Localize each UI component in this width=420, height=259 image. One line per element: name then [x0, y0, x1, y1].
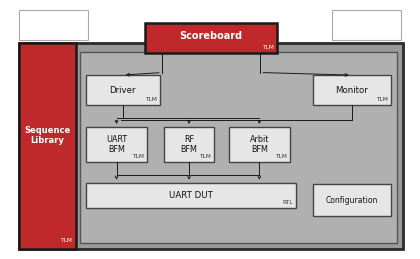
Bar: [19, 43, 403, 249]
Text: TLM: TLM: [200, 154, 211, 159]
Bar: [164, 127, 214, 162]
Bar: [86, 75, 160, 105]
Text: Driver: Driver: [110, 85, 136, 95]
Bar: [86, 183, 296, 208]
Bar: [229, 127, 290, 162]
Text: UART
BFM: UART BFM: [106, 135, 127, 154]
Text: TLM: TLM: [145, 97, 157, 102]
Text: UART DUT: UART DUT: [169, 191, 213, 200]
Text: TLM: TLM: [376, 97, 388, 102]
Bar: [80, 52, 397, 243]
Bar: [313, 75, 391, 105]
Text: RTL: RTL: [283, 200, 293, 205]
Bar: [19, 10, 88, 40]
Text: TLM: TLM: [60, 239, 72, 243]
Text: RF
BFM: RF BFM: [181, 135, 197, 154]
Text: TLM: TLM: [262, 45, 274, 50]
Text: TLM: TLM: [275, 154, 287, 159]
Text: Configuration: Configuration: [326, 196, 378, 205]
Bar: [145, 23, 277, 53]
Bar: [19, 43, 76, 249]
Text: Monitor: Monitor: [336, 85, 368, 95]
Text: Arbit
BFM: Arbit BFM: [249, 135, 269, 154]
Text: Scoreboard: Scoreboard: [179, 31, 243, 41]
Bar: [332, 10, 401, 40]
Bar: [313, 184, 391, 216]
Text: TLM: TLM: [132, 154, 144, 159]
Bar: [0, 0, 420, 40]
Bar: [86, 127, 147, 162]
Text: Sequence
Library: Sequence Library: [24, 126, 71, 145]
